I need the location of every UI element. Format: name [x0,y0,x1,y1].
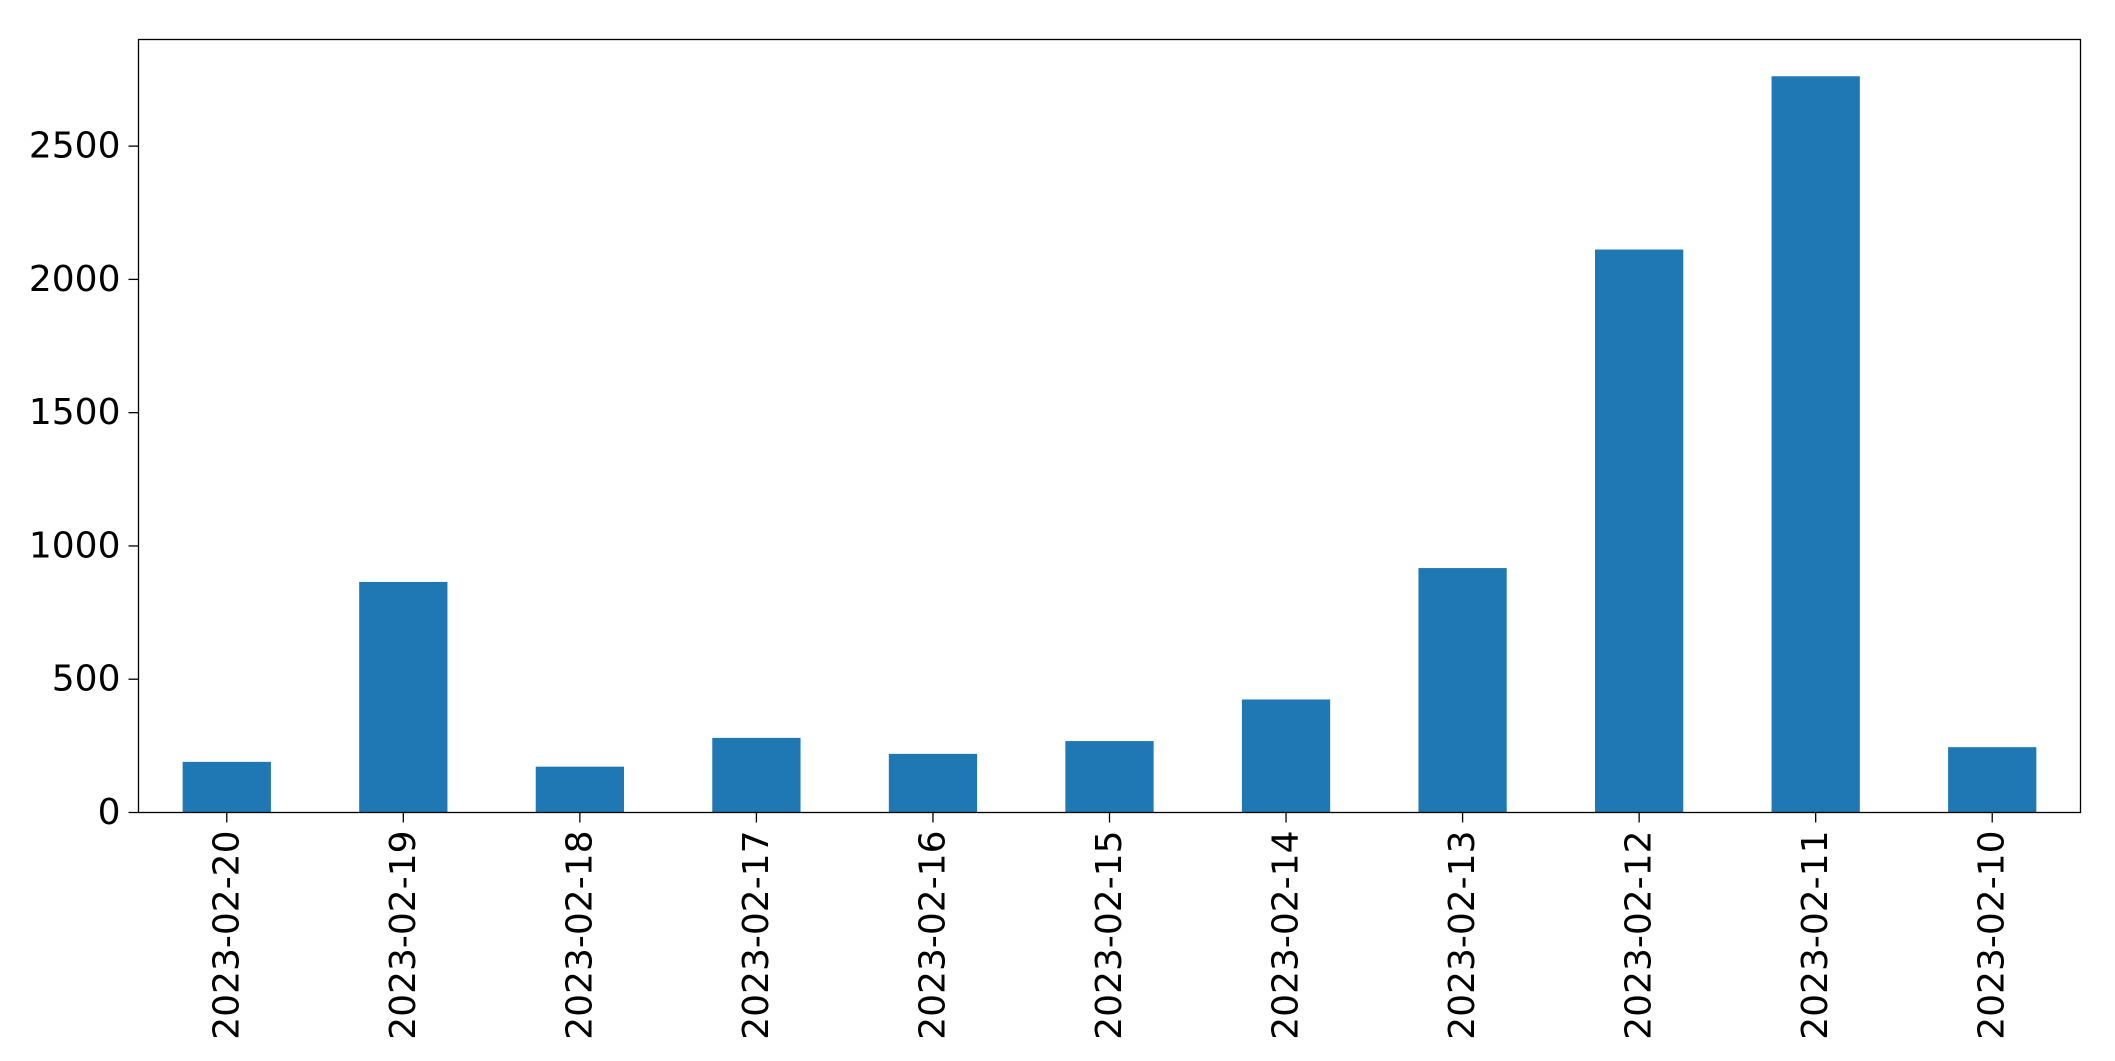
bar-2023-02-19 [359,581,448,813]
y-axis: 0 500 1000 1500 2000 2500 [29,126,139,833]
bar-2023-02-14 [1241,699,1331,813]
bar-2023-02-17 [712,737,801,813]
x-axis: 2023-02-20 2023-02-19 2023-02-18 2023-02-17… [206,812,2013,1040]
x-tick-label: 2023-02-14 [1266,831,1307,1040]
x-tick-label: 2023-02-17 [736,831,777,1040]
x-tick-label: 2023-02-20 [206,831,247,1040]
bar-2023-02-12 [1595,249,1684,813]
x-tick-label: 2023-02-13 [1442,831,1483,1040]
bar-2023-02-13 [1418,568,1507,813]
x-tick-label: 2023-02-19 [383,831,424,1040]
bar-2023-02-16 [888,753,978,813]
y-tick-label: 2000 [29,259,121,300]
bar-2023-02-10 [1948,747,2037,813]
bar-2023-02-11 [1771,76,1860,813]
x-tick-label: 2023-02-10 [1972,831,2013,1040]
bar-2023-02-20 [182,761,271,813]
y-tick-label: 0 [98,792,121,833]
bars-group [182,76,2037,813]
y-tick-label: 2500 [29,126,121,167]
x-tick-label: 2023-02-15 [1089,831,1130,1040]
y-tick-label: 1000 [29,525,121,566]
bar-2023-02-15 [1065,741,1154,813]
y-tick-label: 1500 [29,392,121,433]
x-tick-label: 2023-02-11 [1795,831,1836,1040]
x-tick-label: 2023-02-18 [559,831,600,1040]
y-tick-label: 500 [52,659,121,700]
x-tick-label: 2023-02-16 [912,831,953,1040]
x-tick-label: 2023-02-12 [1619,831,1660,1040]
bar-2023-02-18 [535,766,624,813]
